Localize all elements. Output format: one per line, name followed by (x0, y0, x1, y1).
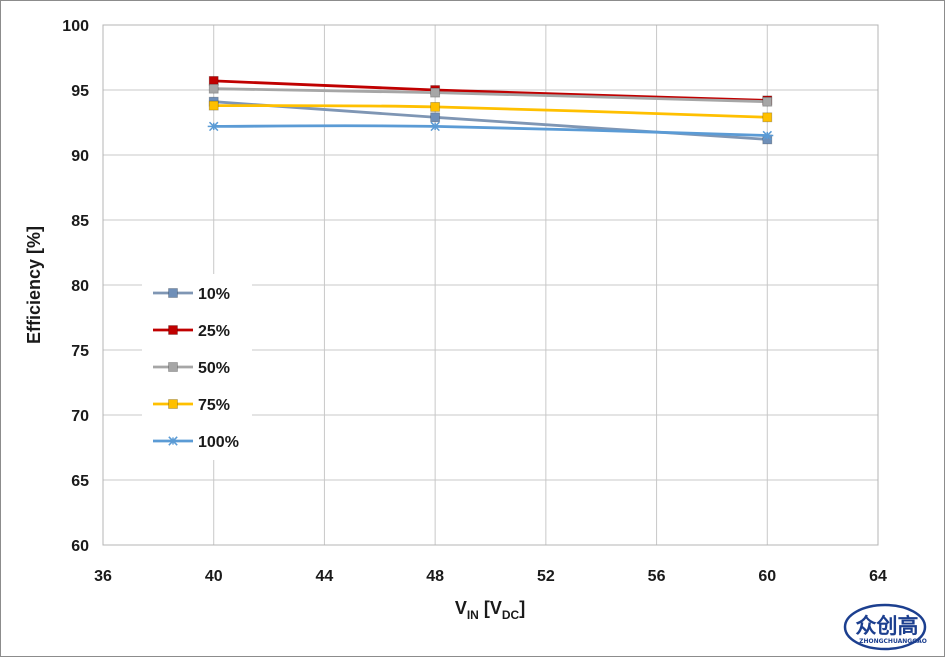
x-axis-ticks: 36 40 44 48 52 56 60 64 (94, 568, 887, 585)
x-axis-title: VIN [VDC] (455, 598, 525, 622)
x-tick-label: 40 (205, 568, 223, 585)
x-tick-label: 56 (648, 568, 666, 585)
x-axis-title-main: V (455, 598, 467, 618)
y-tick-label: 60 (71, 538, 89, 555)
x-tick-label: 64 (869, 568, 887, 585)
gridlines (102, 24, 879, 546)
legend-item: 50% (153, 360, 230, 377)
data-point (208, 100, 219, 111)
legend-item: 10% (153, 286, 230, 303)
plot-border (102, 24, 879, 546)
data-point (762, 96, 773, 107)
x-tick-label: 48 (426, 568, 444, 585)
legend-label: 10% (198, 286, 230, 303)
watermark-ring (843, 603, 927, 651)
data-point (168, 362, 178, 372)
y-tick-label: 75 (71, 343, 89, 360)
y-tick-label: 65 (71, 473, 89, 490)
x-axis-title-unit-open: [V (479, 598, 502, 618)
y-axis-ticks: 60 65 70 75 80 85 90 95 100 (62, 18, 89, 555)
x-tick-label: 60 (758, 568, 776, 585)
y-tick-label: 70 (71, 408, 89, 425)
x-tick-label: 36 (94, 568, 112, 585)
data-point (208, 83, 219, 94)
y-tick-label: 85 (71, 213, 89, 230)
x-axis-title-main-sub: IN (467, 608, 479, 622)
watermark-logo: 众创高 ZHONGCHUANGGAO (843, 603, 927, 651)
series-50pct (208, 83, 773, 107)
legend-label: 100% (198, 434, 239, 451)
y-axis-title: Efficiency [%] (24, 226, 44, 344)
y-tick-label: 90 (71, 148, 89, 165)
series-line (213, 104, 768, 119)
data-point (168, 288, 178, 298)
legend: 10% 25% 50% 75% 100% (142, 274, 252, 460)
series-75pct (208, 100, 773, 123)
data-point (762, 112, 773, 123)
legend-item: 100% (153, 434, 239, 451)
data-point (430, 112, 441, 123)
watermark-subtext: ZHONGCHUANGGAO (859, 638, 927, 645)
series-line (213, 79, 768, 102)
y-tick-label: 100 (62, 18, 89, 35)
legend-label: 50% (198, 360, 230, 377)
series-line (213, 124, 768, 137)
legend-item: 25% (153, 323, 230, 340)
series-100pct (207, 121, 774, 141)
legend-label: 75% (198, 397, 230, 414)
data-point (168, 399, 178, 409)
y-tick-label: 95 (71, 83, 89, 100)
legend-label: 25% (198, 323, 230, 340)
data-point (168, 325, 178, 335)
x-tick-label: 52 (537, 568, 555, 585)
series-group (207, 76, 774, 145)
x-axis-title-unit-close: ] (519, 598, 525, 618)
legend-item: 75% (153, 397, 230, 414)
data-point (430, 87, 441, 98)
watermark-text: 众创高 (856, 614, 919, 638)
series-line (213, 87, 768, 104)
x-axis-title-unit-sub: DC (502, 608, 520, 622)
data-point (430, 102, 441, 112)
y-tick-label: 80 (71, 278, 89, 295)
x-tick-label: 44 (316, 568, 334, 585)
